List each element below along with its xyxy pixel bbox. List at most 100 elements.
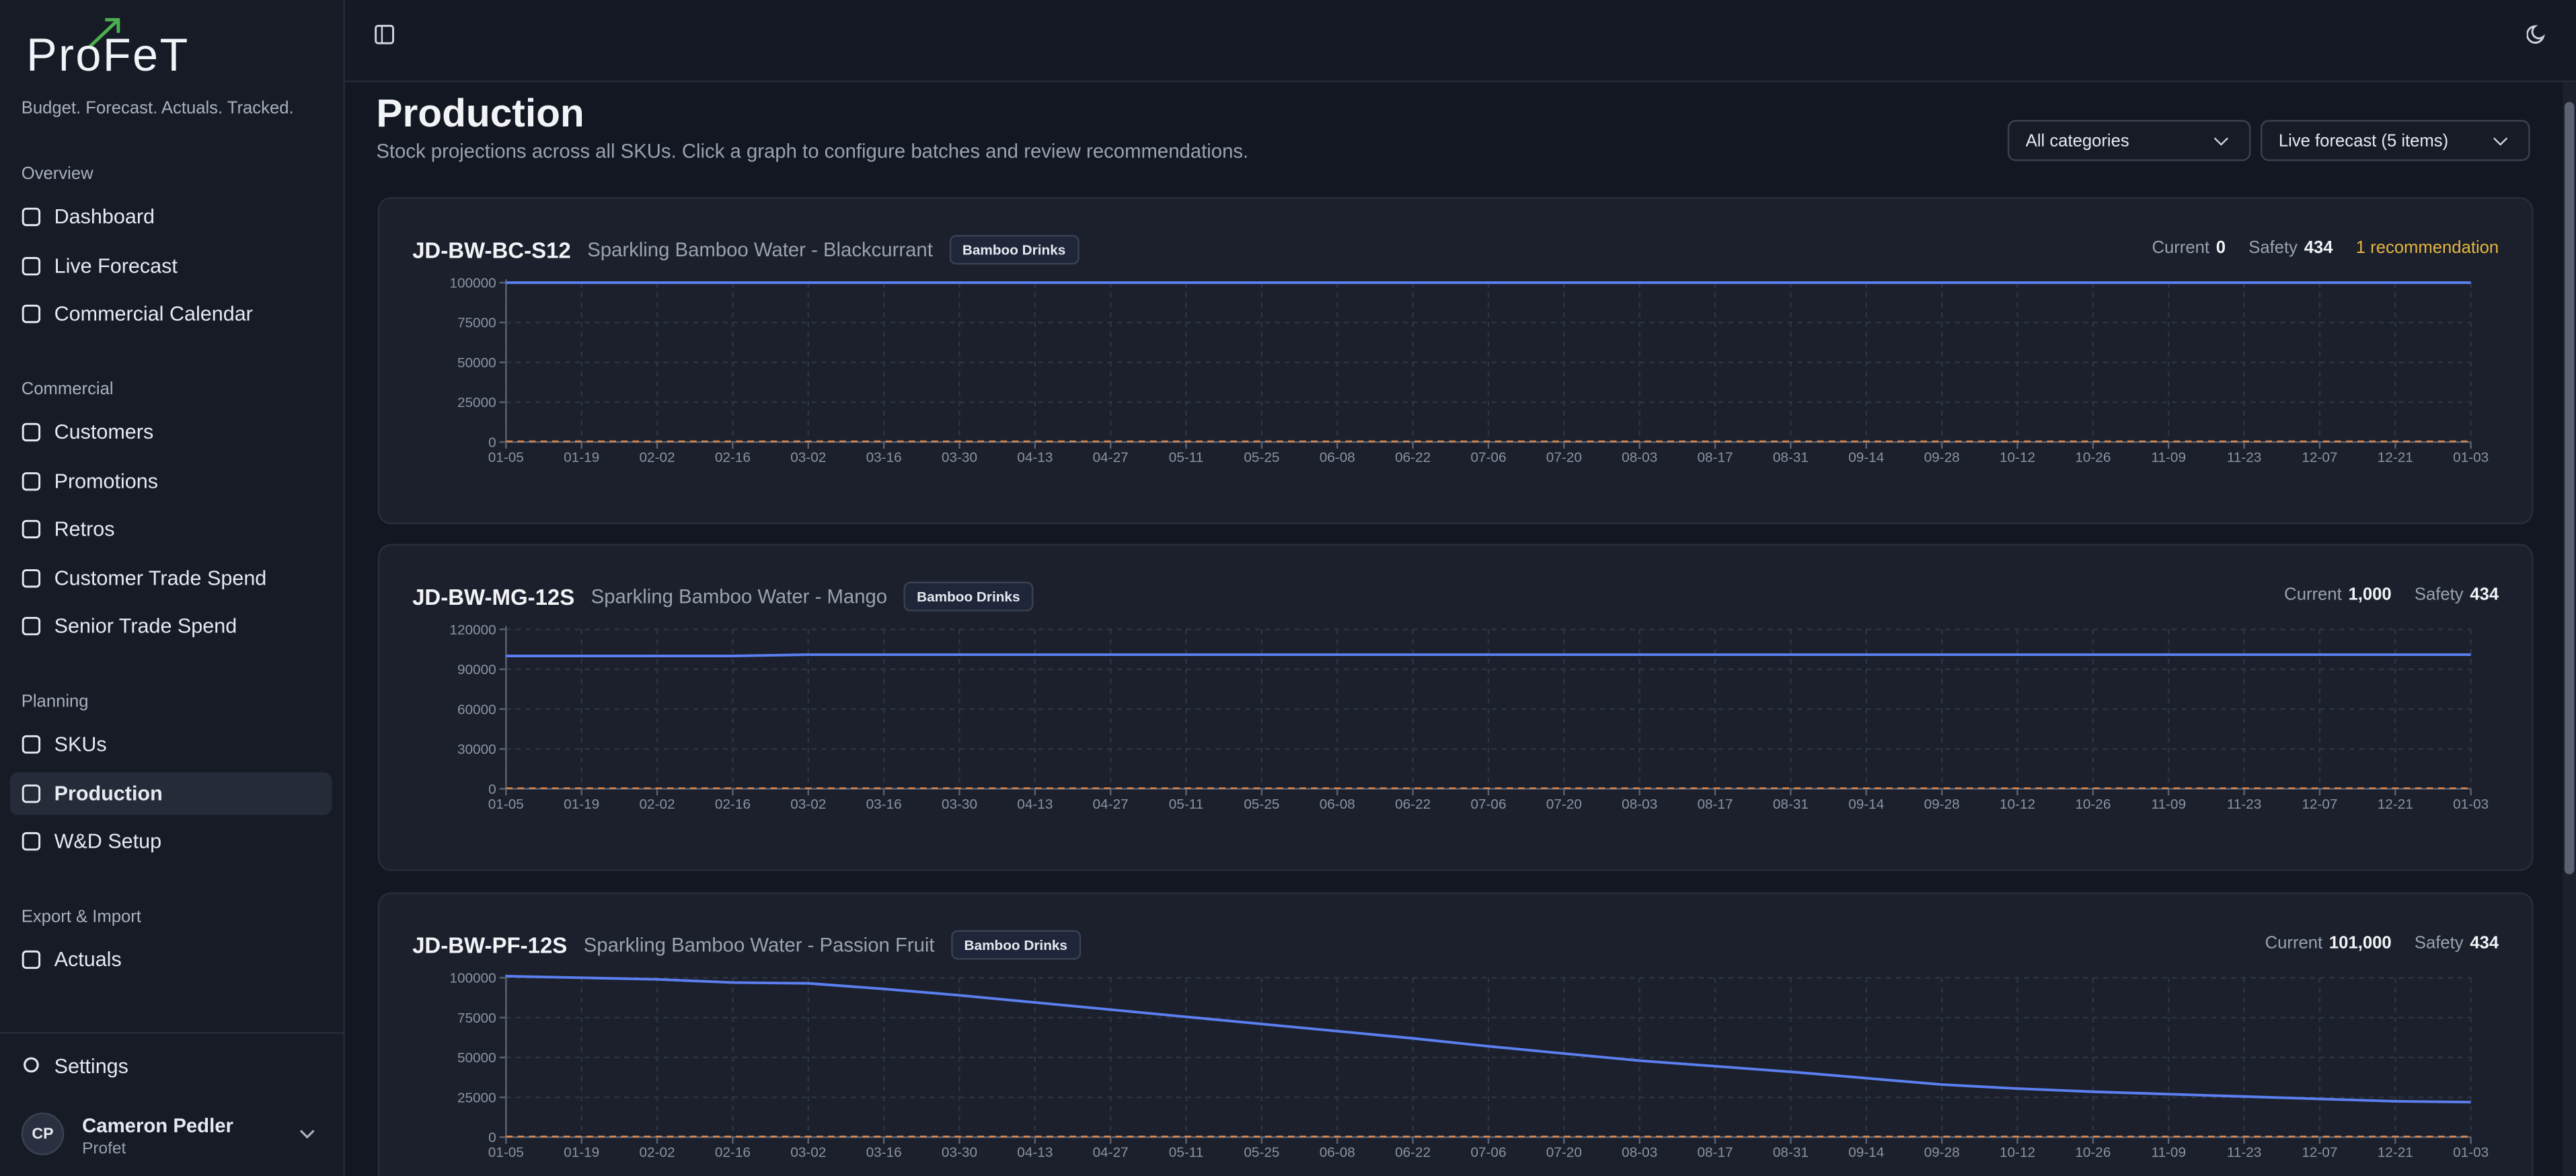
x-tick-label: 02-02 bbox=[640, 1145, 675, 1161]
user-org: Profet bbox=[82, 1140, 126, 1159]
nav-item[interactable]: Production bbox=[54, 781, 163, 805]
x-tick-label: 03-16 bbox=[866, 1145, 902, 1161]
nav-section-title: Overview bbox=[21, 164, 93, 184]
page-title: Production bbox=[376, 91, 584, 137]
main: Production Stock projections across all … bbox=[344, 0, 2576, 1176]
recommendation[interactable]: 1 recommendation bbox=[2355, 238, 2499, 258]
safety-label: Safety bbox=[2248, 238, 2298, 258]
x-tick-label: 08-31 bbox=[1773, 797, 1809, 812]
current-value: 1,000 bbox=[2348, 585, 2392, 605]
x-tick-label: 06-22 bbox=[1395, 1145, 1431, 1161]
nav-item[interactable]: Dashboard bbox=[54, 205, 155, 229]
logo-arrow bbox=[87, 17, 120, 49]
forecast-filter[interactable]: Live forecast (5 items) bbox=[2261, 120, 2530, 161]
x-tick-label: 01-19 bbox=[564, 1145, 599, 1161]
nav-item[interactable]: W&D Setup bbox=[54, 830, 162, 853]
category-badge: Bamboo Drinks bbox=[903, 581, 1034, 612]
nav-icon bbox=[22, 304, 41, 324]
x-tick-label: 07-06 bbox=[1470, 797, 1506, 812]
category-filter[interactable]: All categories bbox=[2007, 120, 2251, 161]
sku-code: JD-BW-BC-S12 bbox=[412, 237, 571, 262]
icon-shape bbox=[22, 950, 41, 969]
x-tick-label: 01-03 bbox=[2453, 449, 2489, 465]
stock-line bbox=[506, 975, 2471, 1104]
nav-item[interactable]: Senior Trade Spend bbox=[54, 614, 237, 638]
x-tick-label: 09-14 bbox=[1848, 1145, 1884, 1161]
x-tick-label: 08-17 bbox=[1698, 449, 1733, 465]
icon-shape bbox=[22, 207, 41, 227]
y-tick-label: 60000 bbox=[457, 702, 496, 717]
x-tick-label: 07-06 bbox=[1470, 449, 1506, 465]
chart: 0 25000 50000 75000 100000 01-05 01-19 02-02 02-… bbox=[449, 971, 2489, 1161]
sidebar-toggle[interactable] bbox=[375, 24, 394, 44]
sku-panel[interactable]: JD-BW-BC-S12 Sparkling Bamboo Water - Bla… bbox=[377, 197, 2534, 525]
filter-label: Live forecast (5 items) bbox=[2278, 131, 2449, 151]
x-tick-label: 01-19 bbox=[564, 449, 599, 465]
icon-shape bbox=[22, 304, 41, 324]
sku-code: JD-BW-MG-12S bbox=[412, 584, 575, 609]
safety-label: Safety bbox=[2414, 933, 2464, 953]
y-tick-label: 30000 bbox=[457, 742, 496, 758]
x-tick-label: 06-08 bbox=[1320, 449, 1355, 465]
x-tick-label: 03-30 bbox=[942, 797, 977, 812]
user-name[interactable]: Cameron Pedler bbox=[82, 1114, 233, 1138]
x-tick-label: 03-02 bbox=[790, 797, 826, 812]
nav-item[interactable]: Promotions bbox=[54, 469, 159, 492]
chevron[interactable] bbox=[299, 1128, 315, 1141]
x-tick-label: 07-06 bbox=[1470, 1145, 1506, 1161]
safety-label: Safety bbox=[2414, 585, 2464, 605]
nav-item[interactable]: Live Forecast bbox=[54, 254, 178, 277]
x-tick-label: 04-27 bbox=[1093, 449, 1129, 465]
x-tick-label: 10-26 bbox=[2075, 449, 2111, 465]
tagline: Budget. Forecast. Actuals. Tracked. bbox=[21, 98, 294, 118]
y-tick-label: 120000 bbox=[449, 622, 496, 638]
sku-panel[interactable]: JD-BW-MG-12S Sparkling Bamboo Water - Man… bbox=[377, 544, 2534, 871]
x-tick-label: 04-13 bbox=[1017, 449, 1053, 465]
panel-header: JD-BW-MG-12S Sparkling Bamboo Water - Man… bbox=[412, 581, 1034, 612]
chart: 0 30000 60000 90000 120000 01-05 01-19 02-02 02-… bbox=[449, 622, 2489, 812]
x-tick-label: 10-26 bbox=[2075, 797, 2111, 812]
nav-item[interactable]: SKUs bbox=[54, 733, 107, 756]
x-tick-label: 04-13 bbox=[1017, 797, 1053, 812]
chevron bbox=[2493, 137, 2508, 146]
x-tick-label: 08-03 bbox=[1622, 1145, 1657, 1161]
icon-shape bbox=[22, 471, 41, 490]
x-tick-label: 05-11 bbox=[1169, 797, 1204, 812]
nav-item[interactable]: Actuals bbox=[54, 948, 122, 971]
nav-item[interactable]: Customer Trade Spend bbox=[54, 566, 267, 589]
sku-panel[interactable]: JD-BW-PF-12S Sparkling Bamboo Water - Pas… bbox=[377, 892, 2534, 1176]
x-tick-label: 12-07 bbox=[2302, 797, 2337, 812]
sidebar: ProFeT Budget. Forecast. Actuals. Tracke… bbox=[0, 0, 345, 1176]
current-label: Current bbox=[2284, 585, 2342, 605]
x-tick-label: 05-11 bbox=[1169, 449, 1204, 465]
nav-icon bbox=[22, 735, 41, 754]
x-tick-label: 02-02 bbox=[640, 797, 675, 812]
x-tick-label: 12-21 bbox=[2378, 449, 2413, 465]
y-tick-label: 0 bbox=[488, 435, 496, 450]
settings-link[interactable]: Settings bbox=[54, 1055, 128, 1078]
y-tick-label: 100000 bbox=[449, 971, 496, 986]
nav-icon bbox=[22, 422, 41, 442]
sku-name: Sparkling Bamboo Water - Passion Fruit bbox=[583, 933, 935, 957]
x-tick-label: 03-16 bbox=[866, 797, 902, 812]
scrollbar-thumb[interactable] bbox=[2564, 102, 2575, 875]
x-tick-label: 08-17 bbox=[1698, 1145, 1733, 1161]
divider bbox=[0, 1031, 344, 1034]
x-tick-label: 06-08 bbox=[1320, 797, 1355, 812]
y-tick-label: 50000 bbox=[457, 355, 496, 371]
x-tick-label: 09-14 bbox=[1848, 449, 1884, 465]
y-tick-label: 75000 bbox=[457, 1010, 496, 1026]
nav-item[interactable]: Customers bbox=[54, 420, 154, 444]
x-tick-label: 02-16 bbox=[715, 797, 751, 812]
x-tick-label: 11-09 bbox=[2151, 449, 2186, 465]
nav-item[interactable]: Commercial Calendar bbox=[54, 302, 253, 326]
theme-toggle[interactable] bbox=[2526, 23, 2548, 44]
panel-header: JD-BW-BC-S12 Sparkling Bamboo Water - Bla… bbox=[412, 235, 1079, 265]
icon-shape bbox=[22, 832, 41, 851]
x-tick-label: 11-09 bbox=[2151, 1145, 2186, 1161]
topbar bbox=[344, 0, 2576, 83]
x-tick-label: 10-12 bbox=[2000, 1145, 2035, 1161]
x-tick-label: 08-31 bbox=[1773, 449, 1809, 465]
nav-item[interactable]: Retros bbox=[54, 517, 115, 541]
icon-shape bbox=[22, 616, 41, 636]
